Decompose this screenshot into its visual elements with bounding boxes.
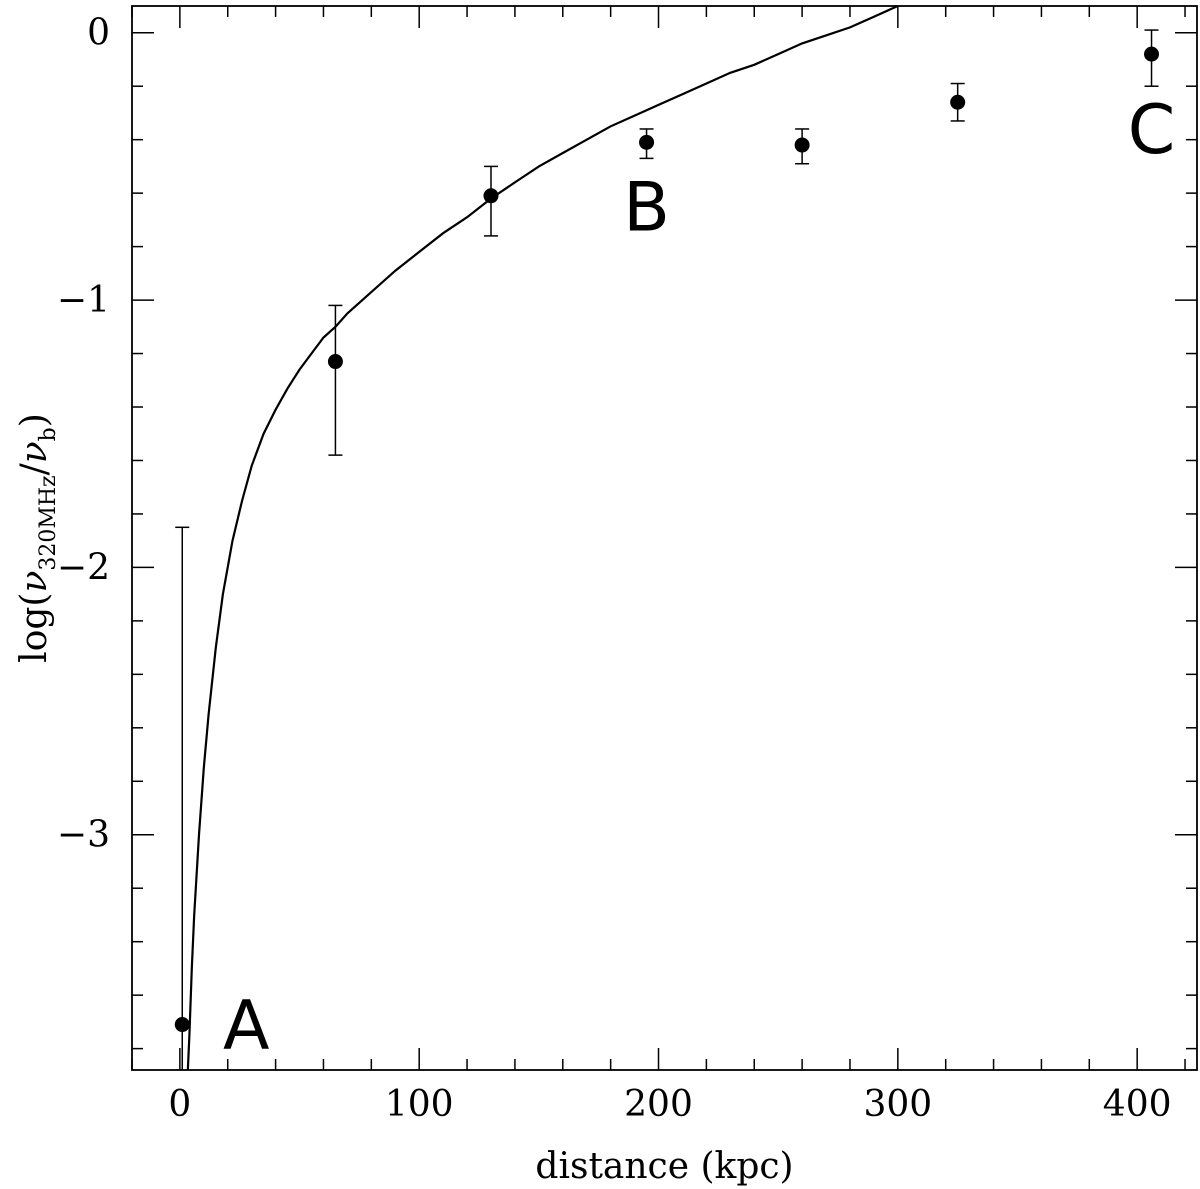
y-tick-label: −3: [57, 815, 110, 856]
y-tick-label: −1: [57, 280, 110, 321]
data-point: [794, 137, 810, 153]
point-annotation-b: B: [623, 169, 670, 248]
x-tick-label: 300: [863, 1084, 932, 1125]
axis-ticks: [131, 6, 1197, 1070]
y-axis-title-nu1: ν: [14, 571, 55, 593]
data-point: [639, 134, 655, 150]
data-point: [174, 1017, 190, 1033]
y-axis-title-sub2: b: [36, 427, 61, 441]
data-point: [327, 354, 343, 370]
y-tick-label: 0: [87, 13, 110, 54]
x-tick-label: 400: [1103, 1084, 1172, 1125]
x-tick-label: 0: [168, 1084, 191, 1125]
y-axis-title-slash: /: [14, 462, 55, 475]
y-axis-title-nu2: ν: [14, 441, 55, 463]
y-axis-title-suffix: ): [14, 413, 55, 427]
annotations-group: A B C: [223, 91, 1175, 1066]
data-point: [950, 94, 966, 110]
y-axis-title-prefix: log(: [14, 593, 55, 663]
x-axis-title: distance (kpc): [535, 1146, 793, 1187]
model-curve-group: [186, 6, 899, 1070]
plot-border: [131, 5, 1198, 1071]
x-tick-label: 200: [624, 1084, 693, 1125]
y-tick-label: −2: [57, 547, 110, 588]
point-annotation-c: C: [1128, 91, 1175, 170]
x-tick-label: 100: [385, 1084, 454, 1125]
data-point: [1144, 46, 1160, 62]
point-annotation-a: A: [223, 987, 270, 1066]
tick-labels-group: 0 100 200 300 400 0 −1 −2 −3: [57, 13, 1172, 1125]
data-point: [483, 188, 499, 204]
model-curve: [186, 6, 899, 1070]
data-points-group: [174, 46, 1160, 1033]
plot-frame: [131, 5, 1198, 1071]
y-axis-title-sub1: 320MHz: [36, 475, 61, 570]
y-axis-title: log(ν320MHz/νb): [14, 413, 61, 663]
